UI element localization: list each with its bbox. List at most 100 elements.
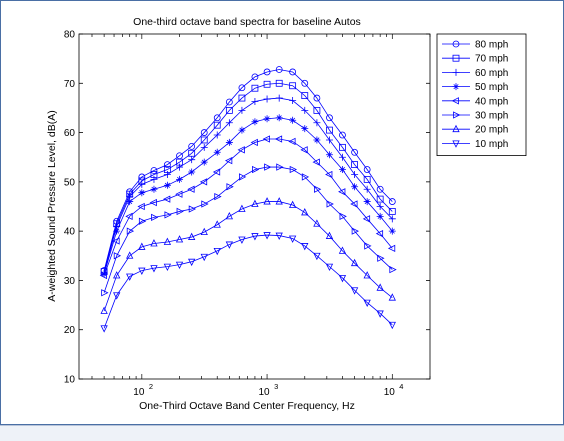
data-point <box>126 198 134 206</box>
data-point <box>163 237 172 245</box>
data-point <box>225 119 233 127</box>
data-point <box>176 207 184 216</box>
legend-label: 80 mph <box>475 40 508 51</box>
data-point <box>325 151 333 159</box>
data-point <box>289 116 297 124</box>
data-point <box>112 237 120 245</box>
data-point <box>288 235 297 243</box>
series-30-mph <box>101 163 397 297</box>
data-point <box>226 183 234 191</box>
legend: 80 mph 70 mph 60 mph 50 mph 40 mph 30 mph 20 m… <box>436 33 527 156</box>
data-point <box>150 175 158 183</box>
x-tick-label: 10 <box>259 387 271 398</box>
legend-entry: 20 mph <box>442 125 508 136</box>
data-point <box>225 98 233 106</box>
legend-entry: 40 mph <box>442 96 508 107</box>
y-tick-label: 50 <box>64 177 76 188</box>
data-point <box>138 217 147 225</box>
legend-marker <box>452 83 460 91</box>
legend-label: 60 mph <box>475 68 508 79</box>
data-point <box>326 126 333 134</box>
data-point <box>200 129 208 136</box>
spectra-chart: One-third octave band spectra for baseli… <box>46 16 527 412</box>
series-line <box>103 117 393 275</box>
data-point <box>300 146 308 154</box>
data-point <box>376 212 384 220</box>
data-point <box>338 166 346 174</box>
data-point <box>199 178 208 186</box>
data-point <box>212 168 221 176</box>
data-point <box>339 131 346 139</box>
data-point <box>113 252 122 260</box>
data-point <box>138 242 146 250</box>
legend-entry: 80 mph <box>442 40 508 51</box>
data-point <box>339 143 346 151</box>
series-40-mph <box>99 135 396 280</box>
data-point <box>238 204 246 212</box>
data-point <box>364 242 372 250</box>
data-point <box>163 161 171 169</box>
data-point <box>163 263 172 272</box>
series-20-mph <box>100 197 396 314</box>
series-10-mph <box>100 232 396 333</box>
data-point <box>238 106 246 114</box>
data-point <box>238 84 246 92</box>
data-point <box>313 94 321 102</box>
data-point <box>376 185 384 193</box>
data-point <box>200 136 208 144</box>
data-point <box>338 275 347 283</box>
data-point <box>188 232 196 240</box>
data-point <box>313 119 321 127</box>
data-point <box>100 306 108 314</box>
data-point <box>388 227 396 235</box>
data-point <box>388 321 396 330</box>
y-tick-label: 70 <box>64 79 76 90</box>
series-line <box>103 138 393 276</box>
data-point <box>274 135 283 143</box>
legend-entry: 70 mph <box>442 54 508 65</box>
y-tick-label: 80 <box>64 30 76 41</box>
legend-marker <box>452 140 460 148</box>
data-point <box>201 200 209 208</box>
series-line <box>103 201 393 312</box>
data-point <box>113 271 121 279</box>
data-point <box>175 235 184 243</box>
legend-entry: 50 mph <box>442 82 508 93</box>
data-point <box>275 66 283 73</box>
legend-marker <box>452 124 460 133</box>
data-point <box>162 195 171 203</box>
data-point <box>200 253 208 262</box>
data-point <box>301 106 309 114</box>
data-point <box>376 283 384 291</box>
data-point <box>213 148 221 156</box>
data-point <box>213 131 221 139</box>
data-point <box>176 152 183 160</box>
data-point <box>238 236 246 244</box>
data-point <box>263 80 271 88</box>
data-point <box>137 202 145 211</box>
data-point <box>363 299 371 308</box>
series-70-mph <box>100 79 396 275</box>
data-point <box>213 121 221 129</box>
data-point <box>350 287 359 295</box>
axes-box <box>78 33 431 380</box>
data-point <box>376 310 384 318</box>
y-tick-label: 10 <box>64 375 76 386</box>
data-point <box>289 82 297 90</box>
data-point <box>251 73 259 81</box>
data-point <box>288 200 297 208</box>
series-line <box>103 234 393 329</box>
data-point <box>224 157 233 165</box>
data-point <box>238 126 246 134</box>
data-point <box>350 258 359 267</box>
legend-label: 40 mph <box>475 96 508 107</box>
series-line <box>103 97 393 274</box>
data-point <box>263 115 271 123</box>
data-point <box>339 212 347 221</box>
data-point <box>150 185 158 193</box>
data-point <box>237 146 245 154</box>
data-point <box>164 211 172 219</box>
data-point <box>338 188 346 196</box>
data-point <box>213 114 221 122</box>
data-point <box>175 261 184 270</box>
